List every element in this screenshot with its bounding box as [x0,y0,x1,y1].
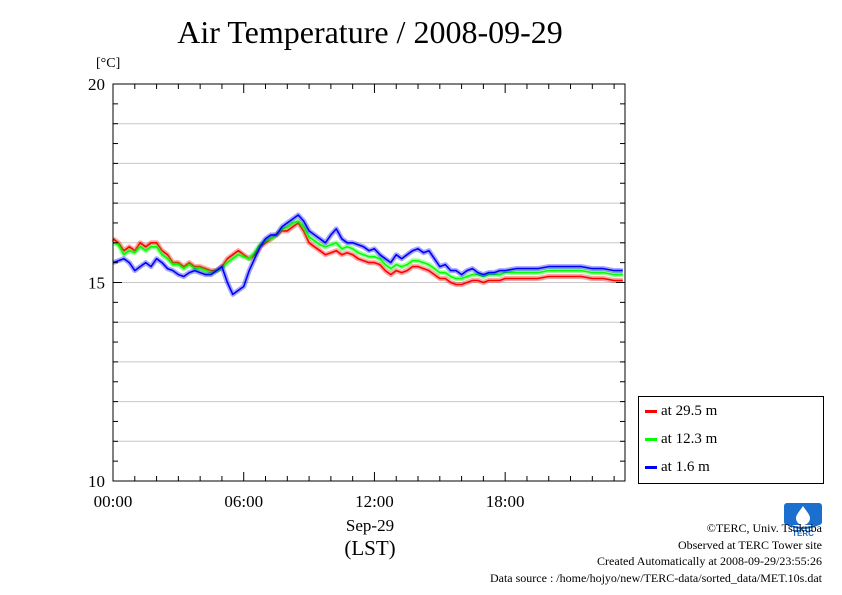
legend-item-29-5m: at 29.5 m [645,401,717,421]
series-line-1 [112,220,623,280]
x-tick-label: 18:00 [486,492,525,511]
legend-swatch-green [645,437,657,441]
chart-title: Air Temperature / 2008-09-29 [177,14,563,50]
y-axis-unit-label: [°C] [96,56,121,71]
credits-copyright: ©TERC, Univ. Tsukuba [706,521,822,535]
legend-label-29-5m: at 29.5 m [661,402,718,419]
y-tick-label: 15 [88,274,105,293]
credits-block: ©TERC, Univ. Tsukuba Observed at TERC To… [490,520,822,586]
series-line-2 [112,214,623,296]
terc-logo-icon: TERC [784,503,822,538]
legend: at 29.5 m at 12.3 m at 1.6 m [638,396,824,484]
x-tick-label: 00:00 [94,492,133,511]
legend-label-12-3m: at 12.3 m [661,430,718,447]
series-line-0 [112,222,623,286]
legend-item-1-6m: at 1.6 m [645,457,710,477]
credits-observed-at: Observed at TERC Tower site [677,537,822,552]
credits-created-at: Created Automatically at 2008-09-29/23:5… [597,554,822,568]
x-axis-timezone-label: (LST) [344,536,396,560]
legend-item-12-3m: at 12.3 m [645,429,717,449]
y-tick-label: 10 [88,472,105,491]
x-tick-label: 06:00 [224,492,263,511]
svg-text:TERC: TERC [792,529,814,538]
credits-data-source: Data source : /home/hojyo/new/TERC-data/… [489,570,822,585]
legend-swatch-blue [645,465,657,469]
legend-swatch-red [645,409,657,413]
x-tick-label: 12:00 [355,492,394,511]
y-tick-label: 20 [88,75,105,94]
x-axis-date-label: Sep-29 [345,516,395,535]
legend-label-1-6m: at 1.6 m [661,458,710,475]
